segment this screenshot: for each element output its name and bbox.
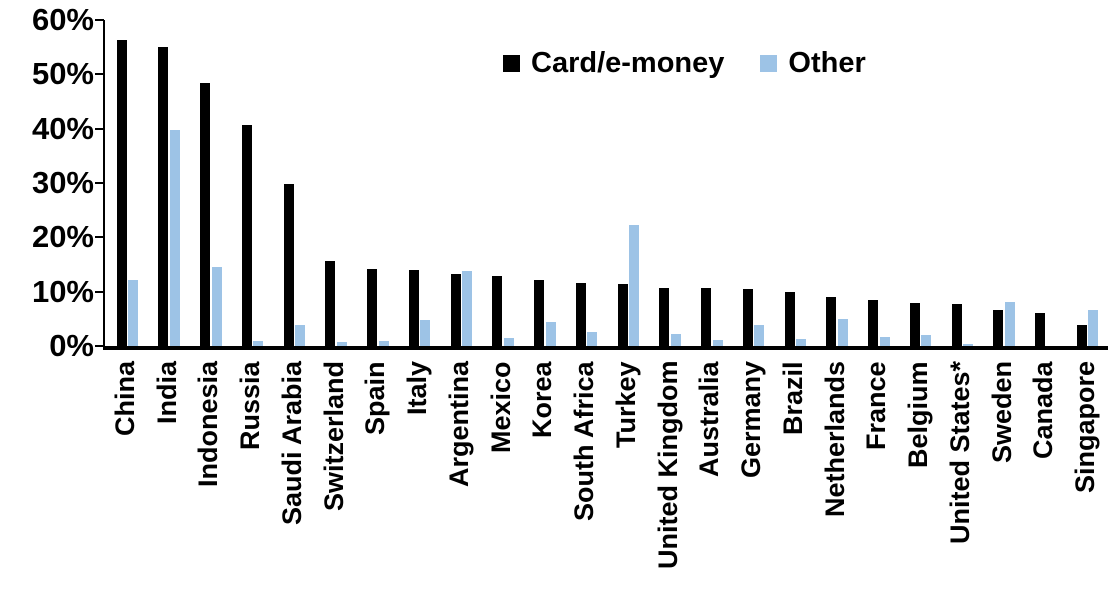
y-tick-label: 10% bbox=[31, 273, 94, 309]
y-tick-label: 60% bbox=[31, 2, 94, 37]
x-axis-label: China bbox=[109, 361, 140, 437]
x-axis-label: Turkey bbox=[610, 361, 641, 448]
x-axis-label: Switzerland bbox=[318, 361, 349, 512]
bar-card-e-money bbox=[575, 282, 586, 346]
bar-card-e-money bbox=[617, 284, 628, 346]
bar-other bbox=[420, 320, 431, 346]
bar-other bbox=[712, 340, 723, 346]
bar-card-e-money bbox=[158, 47, 169, 346]
x-axis-label: Germany bbox=[736, 361, 767, 479]
x-axis-label: Netherlands bbox=[819, 361, 850, 518]
x-axis-label: Canada bbox=[1028, 361, 1059, 459]
bar-card-e-money bbox=[742, 288, 753, 346]
bar-card-e-money bbox=[659, 287, 670, 346]
bar-other bbox=[253, 340, 264, 346]
bar-card-e-money bbox=[1076, 325, 1087, 346]
y-axis-tick bbox=[95, 127, 104, 130]
y-tick-label: 30% bbox=[31, 165, 94, 200]
x-axis-line bbox=[103, 346, 1108, 350]
x-axis-label: Brazil bbox=[777, 361, 808, 435]
bar-card-e-money bbox=[784, 291, 795, 346]
y-tick-label: 20% bbox=[31, 219, 94, 255]
x-axis-label: Belgium bbox=[903, 361, 934, 468]
bar-other bbox=[503, 338, 514, 346]
x-axis-label: Mexico bbox=[485, 361, 516, 453]
bar-card-e-money bbox=[1035, 313, 1045, 346]
x-axis-label: Argentina bbox=[443, 361, 474, 488]
legend-item-other: Other bbox=[760, 47, 866, 80]
bar-card-e-money bbox=[200, 83, 210, 346]
bar-card-e-money bbox=[993, 310, 1004, 346]
bar-other bbox=[545, 321, 556, 346]
x-axis-label: Australia bbox=[694, 361, 725, 477]
legend-label-other: Other bbox=[788, 47, 866, 79]
bar-other bbox=[211, 267, 222, 346]
bar-other bbox=[670, 334, 681, 346]
chart-legend: Card/e-money Other bbox=[503, 47, 866, 80]
bar-card-e-money bbox=[408, 270, 419, 346]
bar-other bbox=[378, 340, 389, 346]
bar-card-e-money bbox=[909, 302, 920, 346]
y-axis-tick bbox=[95, 345, 104, 347]
x-axis-label: Korea bbox=[527, 361, 558, 438]
bar-card-e-money bbox=[367, 269, 377, 346]
x-axis-label: Indonesia bbox=[193, 361, 224, 488]
bar-other bbox=[754, 325, 765, 346]
x-axis-label: Spain bbox=[360, 361, 391, 435]
bar-other bbox=[587, 332, 598, 346]
bar-card-e-money bbox=[826, 296, 837, 346]
x-axis-label: India bbox=[151, 361, 182, 425]
x-axis-label: South Africa bbox=[569, 361, 600, 521]
bar-card-e-money bbox=[701, 288, 711, 346]
y-axis-tick bbox=[95, 290, 104, 293]
legend-swatch-other bbox=[760, 55, 778, 72]
y-axis-tick bbox=[95, 182, 104, 184]
bar-other bbox=[837, 319, 848, 346]
bar-card-e-money bbox=[241, 125, 252, 346]
bar-card-e-money bbox=[951, 304, 962, 346]
x-axis-label: United States* bbox=[944, 361, 975, 545]
x-axis-label: United Kingdom bbox=[652, 361, 683, 570]
bar-other bbox=[128, 279, 138, 346]
bar-card-e-money bbox=[450, 273, 461, 346]
x-axis-label: Italy bbox=[402, 361, 433, 416]
bar-other bbox=[629, 224, 639, 346]
bar-card-e-money bbox=[116, 40, 127, 346]
bar-other bbox=[921, 335, 932, 346]
bar-other bbox=[295, 325, 305, 346]
bar-card-e-money bbox=[534, 279, 544, 346]
y-axis-tick bbox=[95, 236, 104, 239]
bar-other bbox=[1088, 310, 1099, 346]
x-axis-label: Saudi Arabia bbox=[276, 361, 307, 526]
bar-other bbox=[336, 341, 347, 346]
bar-other bbox=[1004, 301, 1015, 346]
y-tick-label: 50% bbox=[31, 56, 94, 92]
bar-card-e-money bbox=[283, 183, 294, 346]
y-axis-line bbox=[103, 20, 105, 348]
bar-other bbox=[879, 337, 890, 346]
x-axis-label: Singapore bbox=[1070, 361, 1101, 494]
y-axis-tick bbox=[95, 19, 104, 21]
x-axis-label: Sweden bbox=[986, 361, 1017, 464]
bar-other bbox=[963, 344, 973, 346]
bar-other bbox=[169, 130, 180, 346]
legend-item-card-e-money: Card/e-money bbox=[503, 47, 724, 80]
bar-card-e-money bbox=[325, 261, 336, 346]
y-axis-tick bbox=[95, 73, 104, 76]
legend-swatch-card-e-money bbox=[503, 55, 520, 72]
y-tick-label: 40% bbox=[31, 110, 94, 146]
x-axis-label: France bbox=[861, 361, 892, 450]
bar-card-e-money bbox=[492, 275, 503, 346]
y-tick-label: 0% bbox=[49, 328, 94, 363]
bar-other bbox=[796, 339, 806, 346]
legend-label-card-e-money: Card/e-money bbox=[531, 47, 725, 79]
bar-other bbox=[462, 271, 472, 346]
x-axis-label: Russia bbox=[235, 361, 266, 450]
bar-card-e-money bbox=[868, 300, 878, 346]
